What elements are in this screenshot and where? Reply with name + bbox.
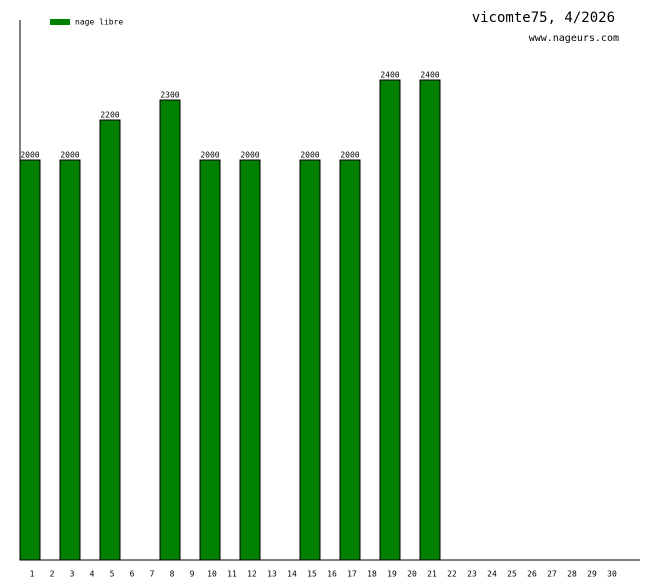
chart-subtitle: www.nageurs.com xyxy=(529,33,619,44)
x-tick-label: 25 xyxy=(507,570,517,579)
x-tick-label: 1 xyxy=(30,570,35,579)
x-tick-label: 3 xyxy=(70,570,75,579)
x-tick-label: 18 xyxy=(367,570,377,579)
x-tick-label: 20 xyxy=(407,570,417,579)
bar xyxy=(239,159,261,561)
value-label: 2000 xyxy=(240,151,259,160)
x-tick-label: 30 xyxy=(607,570,617,579)
value-label: 2300 xyxy=(160,91,179,100)
x-tick-label: 22 xyxy=(447,570,457,579)
bar xyxy=(419,79,441,561)
bar xyxy=(299,159,321,561)
x-tick-label: 10 xyxy=(207,570,217,579)
legend-label: nage libre xyxy=(75,18,123,27)
x-tick-label: 13 xyxy=(267,570,277,579)
value-label: 2400 xyxy=(380,71,399,80)
value-label: 2000 xyxy=(20,151,39,160)
legend-swatch xyxy=(50,19,70,25)
bar xyxy=(379,79,401,561)
x-tick-label: 27 xyxy=(547,570,557,579)
chart-title: vicomte75, 4/2026 xyxy=(472,10,615,26)
x-tick-label: 7 xyxy=(150,570,155,579)
value-label: 2200 xyxy=(100,111,119,120)
x-tick-label: 15 xyxy=(307,570,317,579)
x-tick-label: 6 xyxy=(130,570,135,579)
x-tick-label: 12 xyxy=(247,570,257,579)
x-tick-label: 9 xyxy=(190,570,195,579)
bar xyxy=(59,159,81,561)
bar xyxy=(99,119,121,561)
value-label: 2000 xyxy=(340,151,359,160)
x-tick-label: 26 xyxy=(527,570,537,579)
x-tick-label: 17 xyxy=(347,570,357,579)
x-tick-label: 19 xyxy=(387,570,397,579)
x-tick-label: 24 xyxy=(487,570,497,579)
value-label: 2000 xyxy=(60,151,79,160)
x-tick-label: 23 xyxy=(467,570,477,579)
x-tick-label: 29 xyxy=(587,570,597,579)
x-tick-label: 11 xyxy=(227,570,237,579)
value-label: 2000 xyxy=(200,151,219,160)
bar xyxy=(159,99,181,561)
bar xyxy=(19,159,41,561)
x-tick-label: 4 xyxy=(90,570,95,579)
x-tick-label: 28 xyxy=(567,570,577,579)
x-tick-label: 21 xyxy=(427,570,437,579)
x-tick-label: 16 xyxy=(327,570,337,579)
bar xyxy=(199,159,221,561)
x-tick-label: 8 xyxy=(170,570,175,579)
value-label: 2000 xyxy=(300,151,319,160)
bar xyxy=(339,159,361,561)
value-label: 2400 xyxy=(420,71,439,80)
x-tick-label: 2 xyxy=(50,570,55,579)
x-tick-label: 14 xyxy=(287,570,297,579)
x-tick-label: 5 xyxy=(110,570,115,579)
